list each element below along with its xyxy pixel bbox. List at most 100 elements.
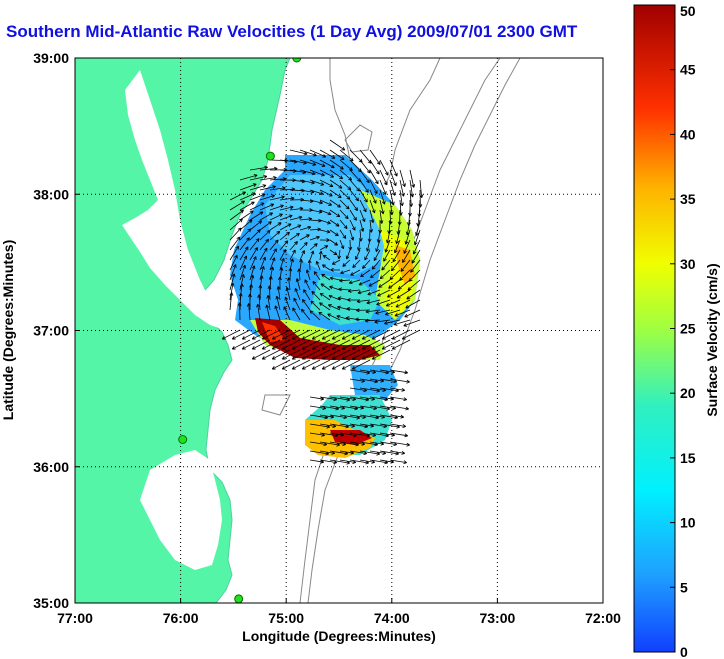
velocity-arrow: [289, 224, 302, 231]
velocity-arrow: [246, 303, 251, 321]
velocity-arrow: [348, 279, 361, 285]
colorbar-tick-label: 30: [680, 256, 696, 272]
velocity-arrow: [257, 294, 262, 311]
colorbar-tick-label: 5: [680, 579, 688, 595]
velocity-arrow: [301, 359, 321, 370]
velocity-arrow: [329, 209, 341, 218]
velocity-arrow: [389, 159, 398, 177]
velocity-arrow: [355, 308, 371, 313]
chesapeake-bay: [122, 70, 225, 330]
velocity-arrow: [311, 349, 331, 360]
velocity-arrow: [266, 295, 271, 311]
velocity-arrow: [366, 299, 381, 305]
velocity-arrow: [318, 250, 323, 261]
velocity-arrow: [404, 229, 411, 245]
velocity-arrow: [389, 423, 407, 428]
velocity-arrow: [309, 235, 320, 241]
velocity-arrow: [339, 209, 349, 220]
velocity-arrow: [329, 239, 339, 246]
velocity-arrow: [251, 339, 271, 350]
velocity-arrow: [299, 259, 303, 271]
velocity-arrow: [329, 179, 343, 189]
velocity-arrow: [389, 387, 406, 392]
velocity-arrow: [239, 237, 250, 251]
velocity-arrow: [359, 179, 369, 193]
velocity-arrow: [229, 209, 244, 221]
velocity-arrow: [299, 242, 308, 251]
velocity-arrow: [339, 239, 345, 250]
velocity-arrow: [399, 169, 406, 187]
velocity-arrow: [259, 221, 272, 231]
colorbar-ticks: 0 5 10 15 20 25 30 35 40 45 50: [670, 3, 696, 659]
velocity-arrow: [229, 236, 241, 251]
velocity-arrow: [349, 209, 357, 221]
velocity-arrow: [259, 256, 266, 271]
velocity-arrow: [269, 204, 284, 211]
radar-stations: [178, 58, 302, 603]
velocity-arrow: [294, 287, 301, 301]
velocity-arrow: [409, 169, 416, 188]
velocity-arrow: [259, 176, 277, 181]
velocity-arrow: [359, 189, 368, 203]
velocity-arrow: [258, 284, 263, 301]
velocity-arrow: [384, 239, 391, 253]
velocity-arrow: [330, 267, 341, 272]
velocity-arrow: [341, 329, 361, 340]
velocity-arrow: [349, 229, 355, 241]
velocity-arrow: [292, 307, 301, 321]
velocity-arrow: [256, 303, 261, 321]
velocity-arrow: [379, 179, 387, 195]
velocity-arrow: [299, 225, 312, 231]
velocity-arrow: [375, 239, 381, 253]
velocity-arrow: [328, 294, 341, 301]
velocity-arrow: [321, 339, 341, 350]
velocity-arrow: [311, 359, 331, 370]
velocity-arrow: [239, 201, 255, 211]
velocity-arrow: [369, 149, 381, 165]
velocity-arrow: [392, 249, 401, 263]
velocity-arrow: [237, 302, 242, 321]
velocity-arrow: [319, 199, 333, 206]
colorbar-tick-label: 20: [680, 385, 696, 401]
velocity-arrow: [281, 359, 301, 370]
velocity-arrow: [331, 339, 351, 350]
velocity-arrow: [310, 300, 321, 311]
velocity-arrow: [350, 269, 361, 276]
velocity-arrow: [311, 339, 331, 350]
velocity-arrow: [299, 250, 305, 261]
velocity-arrow: [239, 210, 254, 221]
velocity-arrow: [229, 273, 236, 291]
velocity-arrow: [318, 311, 331, 321]
velocity-arrow: [402, 249, 411, 263]
velocity-arrow: [241, 329, 261, 340]
velocity-arrow: [381, 259, 391, 271]
velocity-arrow: [249, 238, 260, 251]
velocity-arrow: [371, 329, 391, 340]
velocity-arrow: [377, 289, 391, 297]
velocity-arrow: [239, 255, 248, 271]
velocity-arrow: [309, 310, 321, 321]
velocity-arrow: [375, 309, 391, 315]
velocity-arrow: [239, 174, 258, 181]
velocity-arrow: [369, 159, 380, 175]
velocity-arrow: [359, 199, 367, 213]
velocity-arrow: [389, 369, 409, 375]
velocity-arrow: [347, 289, 361, 293]
velocity-arrow: [397, 279, 411, 290]
velocity-arrow: [289, 241, 298, 251]
velocity-arrow: [241, 339, 261, 350]
velocity-arrow: [331, 349, 351, 360]
y-tick-label: 35:00: [33, 595, 69, 611]
velocity-arrow: [229, 218, 243, 231]
velocity-arrow: [371, 349, 391, 360]
velocity-arrow: [414, 229, 421, 246]
velocity-arrow: [299, 149, 317, 157]
velocity-arrow: [371, 339, 391, 350]
velocity-arrow: [327, 313, 341, 321]
velocity-arrow: [342, 259, 351, 267]
velocity-arrow: [379, 159, 389, 176]
velocity-arrow: [291, 339, 311, 350]
velocity-arrow: [279, 248, 287, 261]
velocity-arrow: [319, 159, 335, 169]
velocity-arrow: [355, 317, 371, 322]
